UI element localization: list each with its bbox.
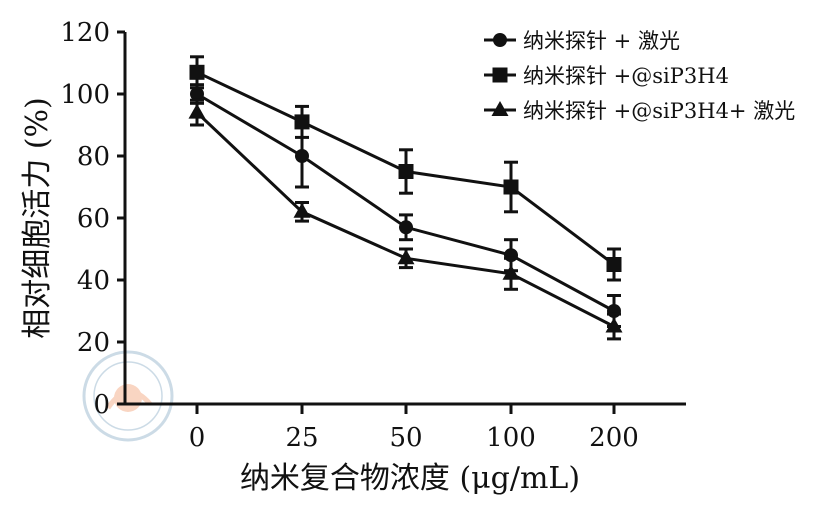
x-tick-label: 100 xyxy=(486,423,536,453)
data-point-circle xyxy=(190,87,204,101)
data-point-triangle xyxy=(502,264,520,280)
legend-item: 纳米探针 +@siP3H4+ 激光 xyxy=(484,99,795,123)
x-tick-label: 0 xyxy=(189,423,206,453)
data-point-square xyxy=(606,257,622,272)
y-tick-label: 20 xyxy=(77,328,110,358)
legend-marker-triangle xyxy=(491,101,509,116)
data-point-square xyxy=(294,114,310,130)
y-tick-label: 100 xyxy=(60,80,110,110)
y-tick-label: 60 xyxy=(77,204,110,234)
y-tick-label: 80 xyxy=(77,142,110,172)
data-point-triangle xyxy=(188,103,206,119)
legend-marker-square xyxy=(492,67,508,83)
data-point-square xyxy=(398,164,414,179)
series-square xyxy=(189,55,622,282)
data-point-triangle xyxy=(605,317,623,333)
legend-label: 纳米探针 + 激光 xyxy=(523,29,680,53)
data-point-circle xyxy=(295,149,309,163)
y-tick-label: 120 xyxy=(60,18,110,48)
x-axis-title: 纳米复合物浓度 (μg/mL) xyxy=(240,461,580,496)
data-point-triangle xyxy=(397,249,415,265)
data-point-square xyxy=(503,179,519,195)
x-tick-label: 200 xyxy=(589,423,639,453)
legend-label: 纳米探针 +@siP3H4 xyxy=(523,64,729,88)
series-layer xyxy=(188,55,623,341)
legend-item: 纳米探针 +@siP3H4 xyxy=(484,64,729,88)
y-axis-title: 相对细胞活力 (%) xyxy=(20,97,55,338)
data-point-triangle xyxy=(293,202,311,218)
legend-label: 纳米探针 +@siP3H4+ 激光 xyxy=(523,99,795,123)
legend-marker-circle xyxy=(493,33,507,47)
series-line xyxy=(196,92,615,313)
data-point-square xyxy=(189,64,205,80)
x-tick-label: 25 xyxy=(285,423,318,453)
y-ticks: 0 20 40 60 80 100 120 xyxy=(60,18,125,420)
series-triangle xyxy=(188,98,623,341)
legend-item: 纳米探针 + 激光 xyxy=(484,29,680,53)
y-tick-label: 40 xyxy=(77,266,110,296)
data-point-circle xyxy=(399,220,413,235)
y-tick-label: 0 xyxy=(93,390,110,420)
x-tick-label: 50 xyxy=(389,423,422,453)
x-ticks: 0 25 50 100 200 xyxy=(189,404,639,453)
